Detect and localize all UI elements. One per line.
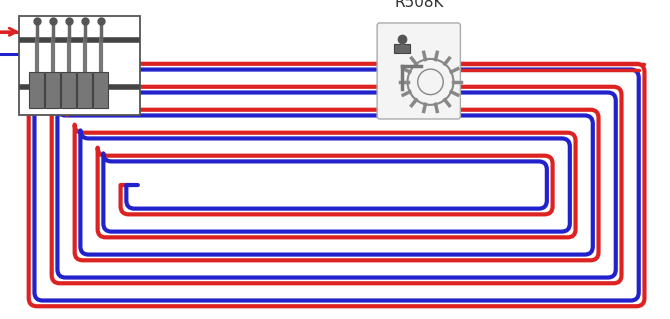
Bar (77, 72, 92, 108)
Bar (393, 44, 409, 53)
FancyBboxPatch shape (377, 23, 460, 119)
Bar (45, 72, 60, 108)
Bar (29, 72, 44, 108)
Text: R508K: R508K (394, 0, 444, 10)
Bar (93, 72, 108, 108)
Bar (61, 72, 76, 108)
FancyBboxPatch shape (19, 16, 141, 115)
